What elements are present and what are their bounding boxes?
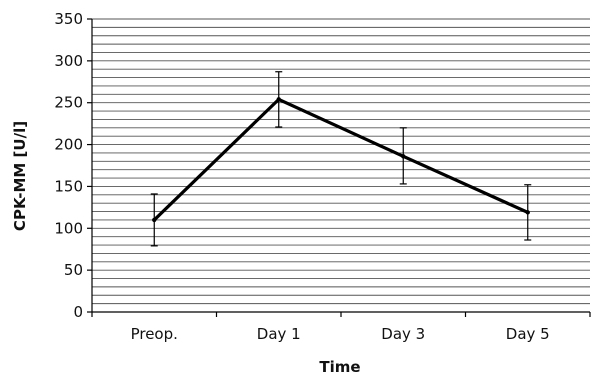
x-tick-label-1: Day 1: [257, 325, 301, 343]
grid-lines: [92, 18, 590, 305]
axes: [91, 19, 590, 313]
x-tick-label-0: Preop.: [131, 325, 178, 343]
y-tick-label-250: 250: [54, 94, 83, 112]
data-point-3: [525, 210, 530, 215]
data-point-1: [276, 97, 281, 102]
x-tick-label-3: Day 5: [506, 325, 550, 343]
data-point-0: [152, 217, 157, 223]
y-tick-label-150: 150: [54, 177, 83, 195]
data-point-2: [401, 154, 406, 159]
y-tick-label-100: 100: [54, 219, 83, 237]
y-tick-label-350: 350: [54, 10, 83, 28]
x-tick-label-2: Day 3: [381, 325, 425, 343]
y-tick-label-0: 0: [73, 303, 83, 321]
y-tick-label-300: 300: [54, 52, 83, 70]
series-group: [152, 97, 530, 223]
y-tick-label-50: 50: [64, 261, 83, 279]
y-axis-title: CPK-MM [U/l]: [11, 121, 29, 231]
series-line: [153, 97, 529, 222]
x-axis-title: Time: [319, 358, 360, 376]
x-tick-labels: Preop. Day 1 Day 3 Day 5: [91, 312, 591, 343]
y-tick-labels: 0 50 100 150 200 250 300 350: [54, 10, 92, 321]
y-tick-label-200: 200: [54, 136, 83, 154]
